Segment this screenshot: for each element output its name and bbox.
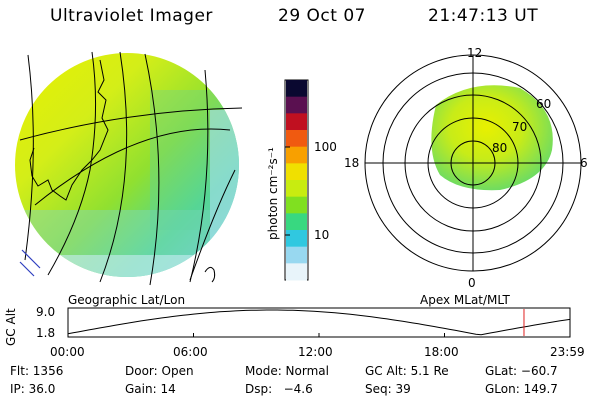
colorbar-swatch	[286, 263, 307, 281]
parallel-line	[34, 128, 231, 206]
meridian-line	[144, 53, 160, 286]
apex-caption: Apex MLat/MLT	[420, 293, 510, 307]
altitude-ylabel: GC Alt	[4, 308, 18, 346]
stat-ip: IP: 36.0	[10, 382, 56, 396]
geographic-emission-disk	[15, 53, 239, 277]
stat-dsp: Dsp: −4.6	[245, 382, 313, 396]
stat-gain: Gain: 14	[125, 382, 176, 396]
lat-label-70: 70	[512, 120, 528, 134]
colorbar-swatch	[286, 130, 307, 148]
colorbar-swatch	[286, 196, 307, 214]
polar-emission-oval	[431, 85, 553, 191]
meridian-line	[47, 51, 97, 276]
altitude-xtick: 00:00	[50, 345, 85, 359]
altitude-xtick: 12:00	[298, 345, 333, 359]
colorbar-unit-label: photon cm⁻²s⁻¹	[266, 147, 280, 240]
polar-emission	[431, 85, 553, 191]
altitude-xtick: 23:59	[550, 345, 585, 359]
colorbar-swatch	[286, 180, 307, 198]
altitude-ytick-high: 9.0	[36, 305, 56, 319]
geographic-grid	[19, 51, 243, 286]
stat-door: Door: Open	[125, 364, 194, 378]
geographic-texture	[20, 90, 239, 277]
colorbar-swatch	[286, 80, 307, 98]
parallel-line	[19, 107, 243, 141]
meridian-line	[189, 69, 209, 283]
lat-label-60: 60	[536, 97, 552, 111]
mlt-label-12: 12	[467, 46, 483, 60]
colorbar-tick-100: 100	[314, 140, 337, 154]
geographic-caption: Geographic Lat/Lon	[68, 293, 186, 307]
time-label: 21:47:13 UT	[428, 6, 539, 26]
colorbar-swatch	[286, 213, 307, 231]
date-label: 29 Oct 07	[278, 6, 366, 26]
geographic-image	[15, 53, 239, 277]
meridian-line	[99, 51, 128, 283]
coastline-island	[204, 266, 216, 283]
altitude-plot	[67, 307, 571, 338]
imager-title: Ultraviolet Imager	[50, 6, 213, 26]
stat-geographic-longitude: GLon: 149.7	[485, 382, 558, 396]
stat-mode: Mode: Normal	[245, 364, 329, 378]
colorbar-swatch	[286, 163, 307, 181]
colorbar-swatch	[286, 113, 307, 131]
meridian-line	[24, 54, 34, 261]
coastline-blue	[19, 249, 41, 277]
colorbar	[284, 79, 309, 281]
mlt-label-0: 0	[468, 276, 476, 290]
colorbar-swatch	[286, 146, 307, 164]
altitude-curve	[67, 309, 571, 336]
stat-geographic-latitude: GLat: −60.7	[485, 364, 558, 378]
altitude-xtick: 18:00	[424, 345, 459, 359]
coastline	[29, 59, 109, 201]
colorbar-swatch	[286, 96, 307, 114]
mlt-label-18: 18	[344, 156, 360, 170]
polar-grid	[364, 54, 582, 272]
apex-polar-plot	[364, 54, 582, 272]
altitude-ytick-low: 1.8	[36, 326, 56, 340]
colorbar-tick-10: 10	[314, 228, 330, 242]
colorbar-swatch	[286, 230, 307, 248]
parallel-line	[189, 169, 236, 281]
lat-label-80: 80	[492, 141, 508, 155]
altitude-xtick: 06:00	[173, 345, 208, 359]
stat-gc-altitude: GC Alt: 5.1 Re	[365, 364, 449, 378]
stat-sequence: Seq: 39	[365, 382, 411, 396]
colorbar-swatch	[286, 246, 307, 264]
stat-flight: Flt: 1356	[10, 364, 64, 378]
mlt-label-6: 6	[580, 156, 588, 170]
